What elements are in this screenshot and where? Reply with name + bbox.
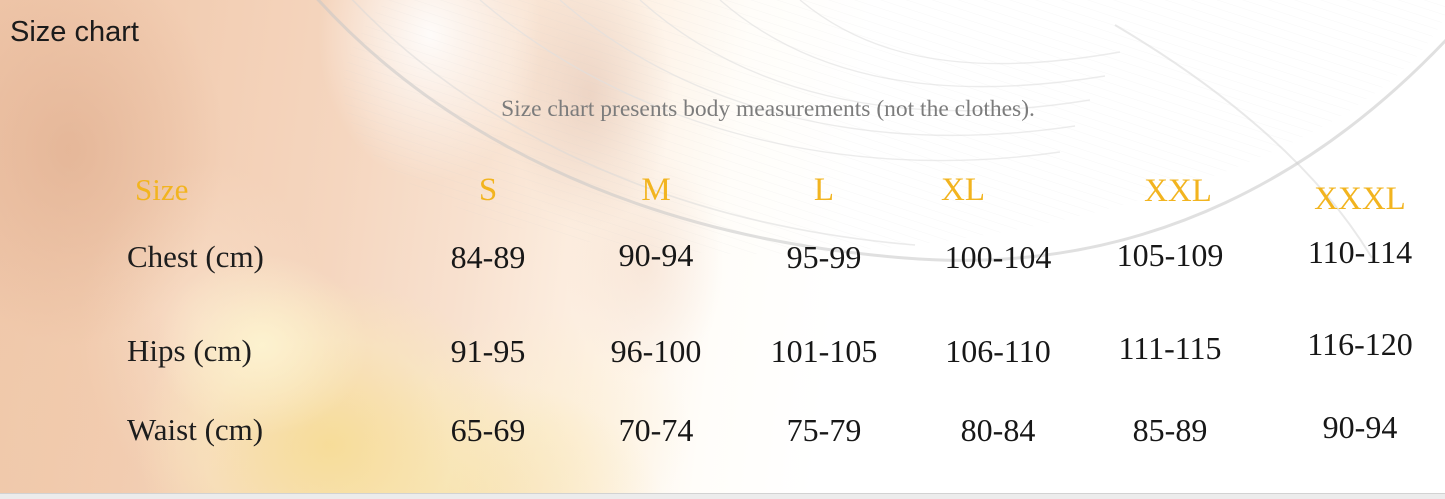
waist-value-s: 65-69 xyxy=(450,412,526,448)
page-title: Size chart xyxy=(10,16,139,48)
size-column-xxxl: XXXL xyxy=(1314,181,1406,217)
waist-value-m: 70-74 xyxy=(618,412,694,448)
hips-value-l: 101-105 xyxy=(770,333,878,369)
row-label-waist: Waist (cm) xyxy=(127,412,264,447)
table-row-waist: Waist (cm) 65-69 70-74 75-79 80-84 85-89… xyxy=(0,408,1445,452)
waist-value-xxl: 85-89 xyxy=(1132,412,1208,448)
hips-value-xxxl: 116-120 xyxy=(1307,326,1413,362)
size-column-s: S xyxy=(478,172,498,208)
table-row-chest: Chest (cm) 84-89 90-94 95-99 100-104 105… xyxy=(0,234,1445,279)
hips-value-m: 96-100 xyxy=(610,333,702,369)
chest-value-l: 95-99 xyxy=(786,239,862,275)
size-column-m: M xyxy=(641,172,671,208)
hips-value-xxl: 111-115 xyxy=(1118,330,1222,366)
size-corner-label: Size xyxy=(135,172,189,207)
row-label-chest: Chest (cm) xyxy=(127,239,264,274)
size-column-xl: XL xyxy=(941,172,985,208)
chest-value-xxl: 105-109 xyxy=(1116,237,1224,273)
chest-value-s: 84-89 xyxy=(450,239,526,275)
chest-value-xxxl: 110-114 xyxy=(1307,234,1413,270)
bottom-divider xyxy=(0,493,1445,499)
chart-subtitle: Size chart presents body measurements (n… xyxy=(501,96,1035,122)
table-row-hips: Hips (cm) 91-95 96-100 101-105 106-110 1… xyxy=(0,326,1445,373)
hips-value-xl: 106-110 xyxy=(945,333,1051,369)
chest-value-xl: 100-104 xyxy=(944,239,1052,275)
size-column-xxl: XXL xyxy=(1144,173,1212,209)
row-label-hips: Hips (cm) xyxy=(127,333,252,368)
hips-value-s: 91-95 xyxy=(450,333,526,369)
waist-value-l: 75-79 xyxy=(786,412,862,448)
chest-value-m: 90-94 xyxy=(618,237,694,273)
size-column-l: L xyxy=(813,172,835,208)
waist-value-xxxl: 90-94 xyxy=(1322,409,1398,445)
size-table-header-row: Size S M L XL XXL XXXL xyxy=(0,168,1445,217)
waist-value-xl: 80-84 xyxy=(960,412,1036,448)
